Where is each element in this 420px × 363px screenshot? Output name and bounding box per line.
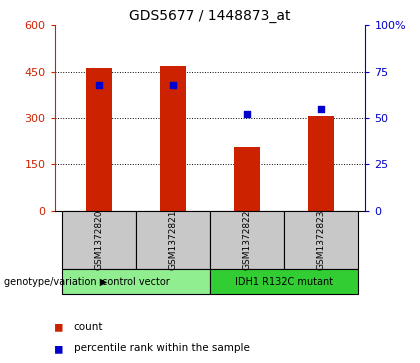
Bar — [62, 269, 210, 294]
Point — [244, 111, 250, 117]
Text: GSM1372822: GSM1372822 — [242, 209, 252, 270]
Text: ■: ■ — [55, 320, 70, 333]
Bar — [234, 147, 260, 211]
Text: GSM1372820: GSM1372820 — [94, 209, 103, 270]
Text: count: count — [74, 322, 103, 332]
Bar — [210, 269, 358, 294]
Point — [170, 82, 176, 87]
Bar — [308, 117, 334, 211]
Point — [96, 82, 102, 87]
Bar — [284, 211, 358, 269]
Text: GSM1372823: GSM1372823 — [317, 209, 326, 270]
Point — [318, 106, 324, 112]
Bar — [86, 68, 112, 211]
Text: control vector: control vector — [102, 277, 170, 286]
Text: genotype/variation ▶: genotype/variation ▶ — [4, 277, 108, 286]
Bar — [160, 65, 186, 211]
Text: IDH1 R132C mutant: IDH1 R132C mutant — [235, 277, 333, 286]
Text: ■: ■ — [55, 342, 70, 355]
Text: percentile rank within the sample: percentile rank within the sample — [74, 343, 249, 354]
Bar — [62, 211, 136, 269]
Title: GDS5677 / 1448873_at: GDS5677 / 1448873_at — [129, 9, 291, 23]
Bar — [136, 211, 210, 269]
Bar — [210, 211, 284, 269]
Text: GSM1372821: GSM1372821 — [168, 209, 178, 270]
